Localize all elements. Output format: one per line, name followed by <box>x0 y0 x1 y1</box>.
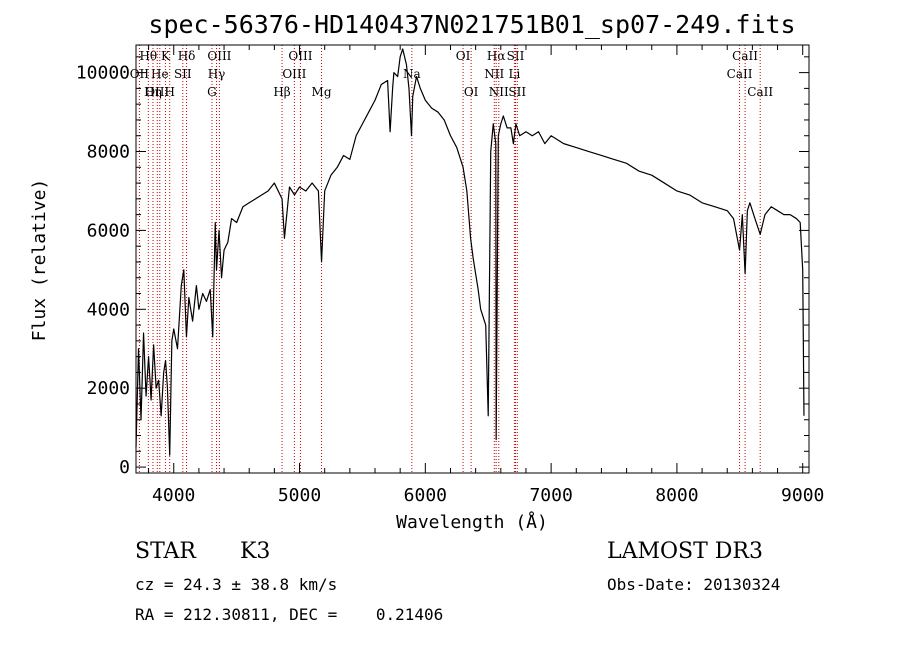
x-tick-label: 8000 <box>655 485 698 506</box>
y-axis-label: Flux (relative) <box>29 179 50 342</box>
obs-date: Obs-Date: 20130324 <box>607 575 780 594</box>
line-marker-label: K <box>161 49 171 63</box>
line-marker-label: SII <box>507 49 525 63</box>
line-marker-label: He <box>151 67 169 81</box>
x-axis-label: Wavelength (Å) <box>396 511 548 533</box>
x-tick-label: 9000 <box>781 485 824 506</box>
line-marker-label: CaII <box>727 67 753 81</box>
line-marker-label: CaII <box>732 49 758 63</box>
line-marker-label: Mg <box>312 85 332 99</box>
spectrum-series <box>135 48 805 456</box>
line-marker-label: OIII <box>207 49 231 63</box>
line-marker-label: SII <box>174 67 192 81</box>
line-marker-label: Hα <box>487 49 506 63</box>
chart-title: spec-56376-HD140437N021751B01_sp07-249.f… <box>148 10 795 39</box>
line-marker-label: NII <box>484 67 504 81</box>
coordinates-text: RA = 212.30811, DEC = 0.21406 <box>135 605 443 624</box>
spectrum-line <box>135 48 805 456</box>
line-marker-label: Hη <box>144 85 162 99</box>
line-marker-label: H <box>164 85 174 99</box>
line-marker-label: Na <box>403 67 421 81</box>
y-axis-ticks: 0 2000 4000 6000 8000 10000 <box>76 56 809 478</box>
x-tick-label: 6000 <box>404 485 447 506</box>
line-marker-label: CaII <box>747 85 773 99</box>
line-marker-label: OIII <box>288 49 312 63</box>
survey-name: LAMOST DR3 <box>607 539 763 564</box>
line-marker-label: OIII <box>145 85 169 99</box>
x-tick-label: 5000 <box>278 485 321 506</box>
line-marker-label: Hγ <box>208 67 226 81</box>
line-marker-label: G <box>207 85 217 99</box>
y-tick-label: 8000 <box>87 142 130 163</box>
plot-frame <box>135 44 810 474</box>
line-marker-label: OII <box>130 67 150 81</box>
x-tick-label: 4000 <box>152 485 195 506</box>
line-marker-label: OI <box>456 49 471 63</box>
y-tick-label: 0 <box>119 457 130 478</box>
y-tick-label: 2000 <box>87 378 130 399</box>
y-tick-label: 4000 <box>87 299 130 320</box>
x-axis-ticks: 4000 5000 6000 7000 8000 9000 <box>148 45 824 506</box>
line-marker-label: Hβ <box>273 85 290 99</box>
y-tick-label: 6000 <box>87 220 130 241</box>
redshift-text: cz = 24.3 ± 38.8 km/s <box>135 575 337 594</box>
x-tick-label: 7000 <box>529 485 572 506</box>
line-marker-label: Hθ <box>139 49 157 63</box>
line-marker-label: NII <box>489 85 509 99</box>
object-subclass: K3 <box>240 539 270 564</box>
line-marker-label: Hδ <box>178 49 196 63</box>
line-marker-label: Li <box>508 67 520 81</box>
object-class: STAR <box>135 539 197 564</box>
line-marker-label: OIII <box>282 67 306 81</box>
line-marker-label: OI <box>464 85 479 99</box>
line-marker-label: SII <box>508 85 526 99</box>
y-tick-label: 10000 <box>76 63 130 84</box>
